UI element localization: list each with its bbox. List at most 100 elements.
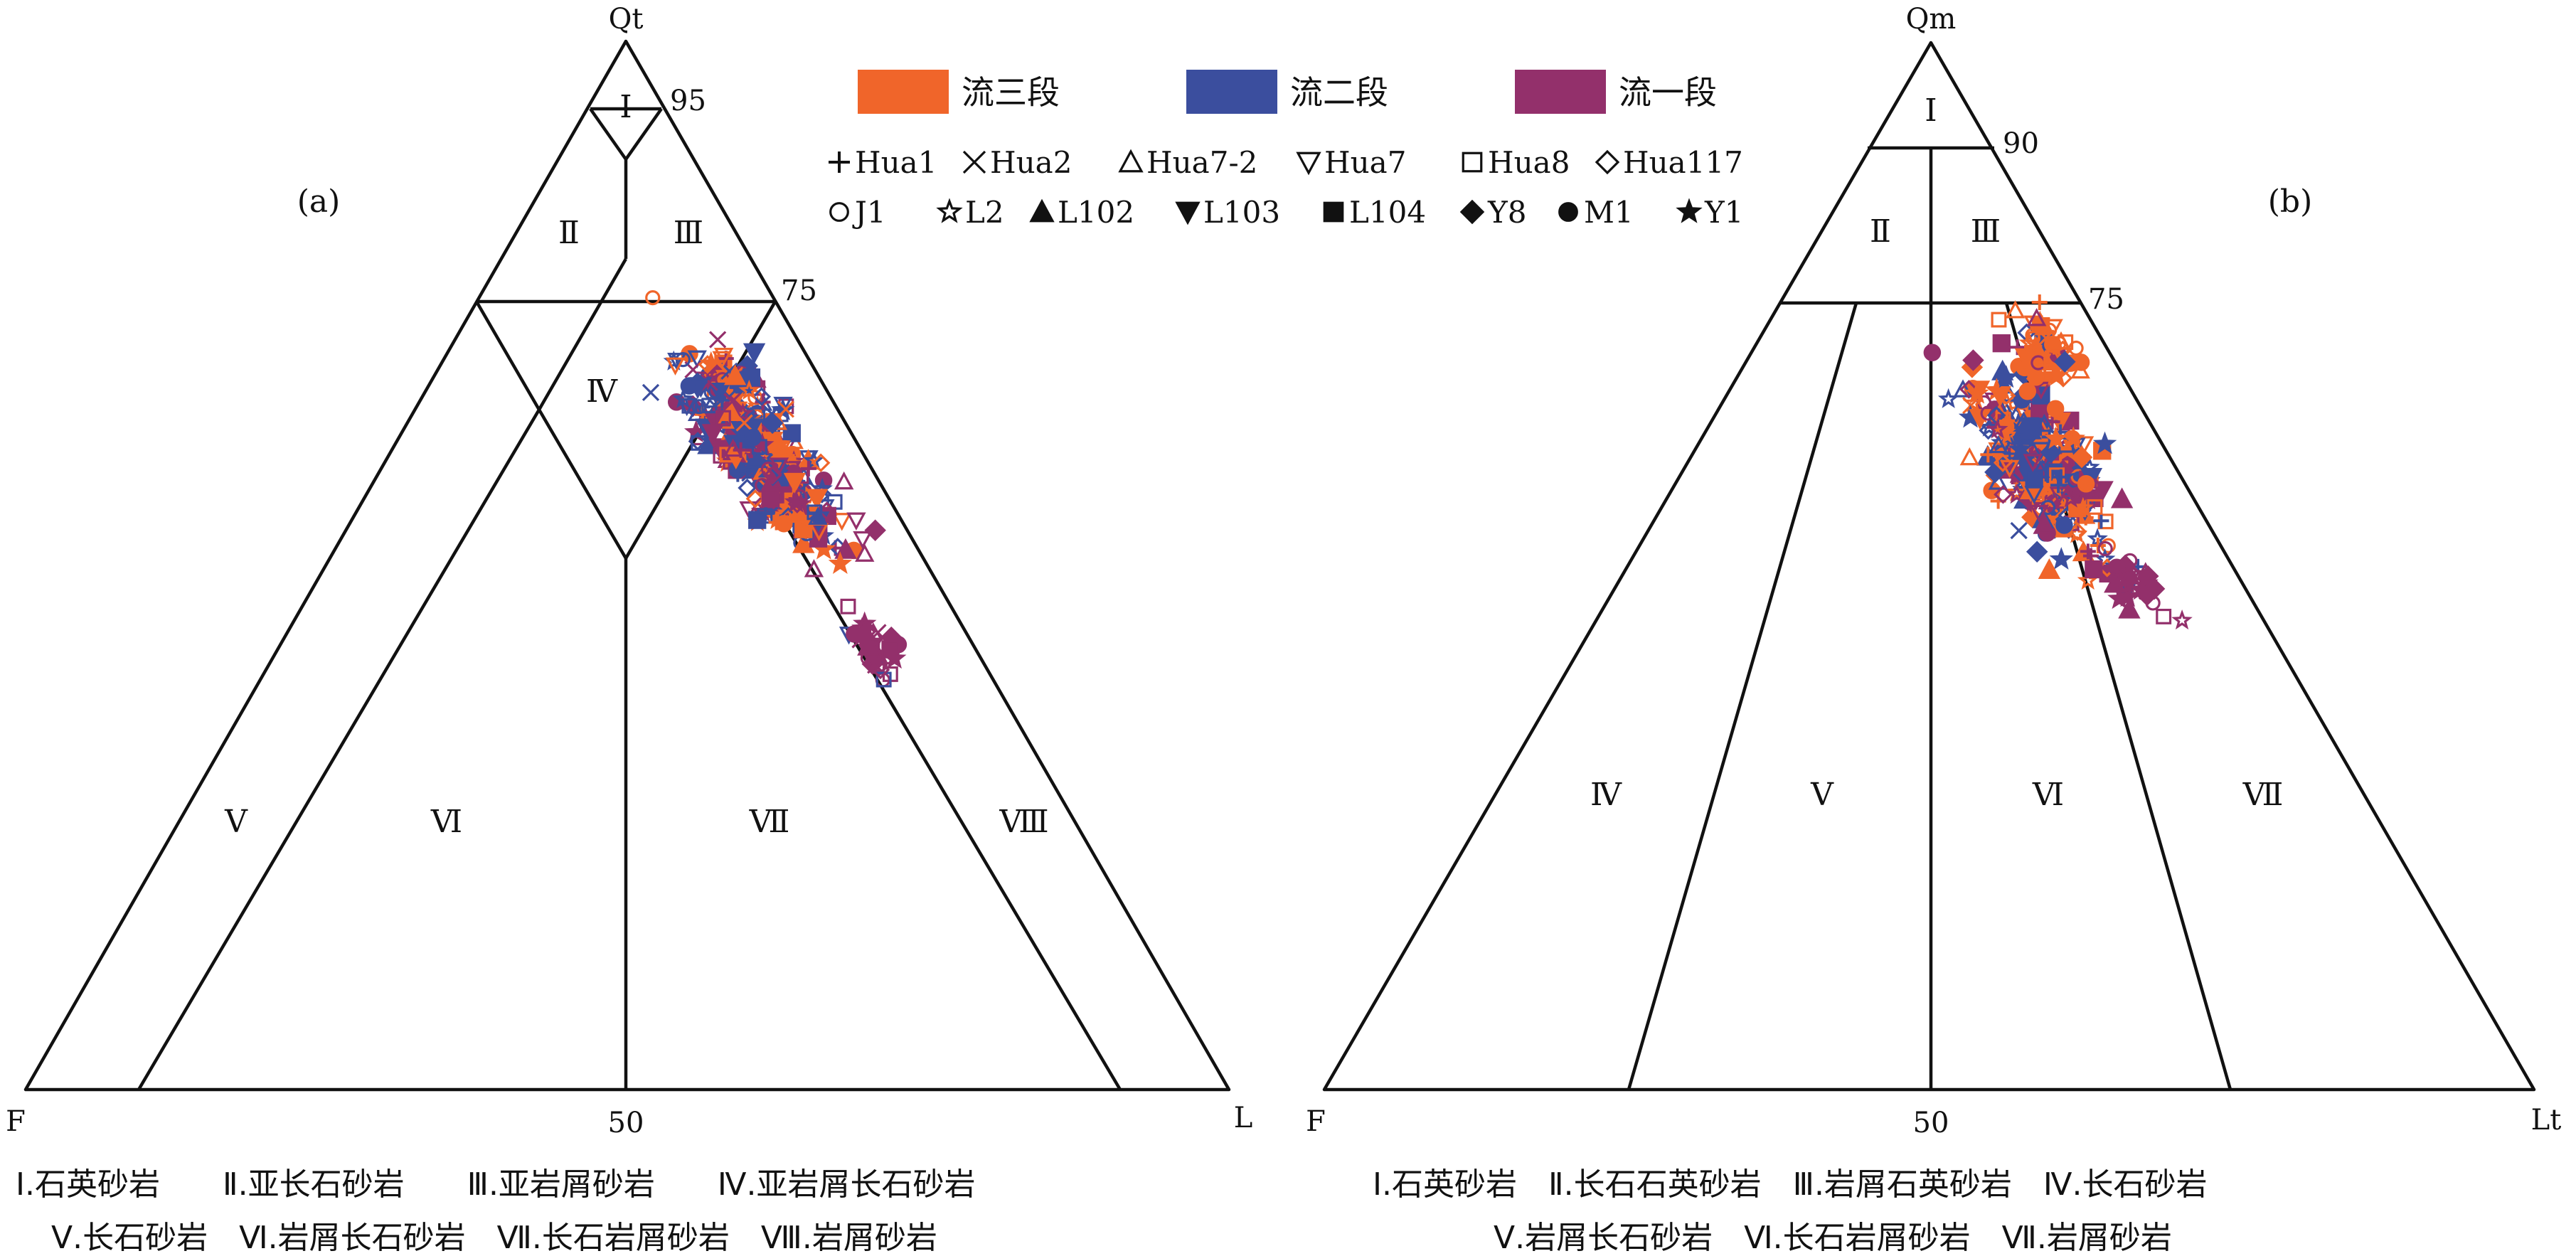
diagram-b-point [2107,558,2126,577]
diagram-a-point [738,379,760,400]
diagram-a-point [738,478,757,498]
diagram-b-point [2046,400,2065,417]
diagram-a-point [740,418,764,440]
diagram-a-point [792,532,815,553]
diagram-b-point [1994,365,2018,388]
legend-marker-l102 [1029,198,1055,223]
diagram-a-point [761,412,784,435]
diagram-b-point [2002,399,2023,417]
legend-label-l2: L2 [965,195,1004,230]
diagram-b-point [2034,413,2055,432]
diagram-a-point [715,410,731,426]
diagram-b-point [2097,541,2113,557]
diagram-b-point [2038,558,2061,580]
caption-a-line1: Ⅰ.石英砂岩 Ⅱ.亚长石砂岩 Ⅲ.亚岩屑砂岩 Ⅳ.亚岩屑长石砂岩 [16,1166,976,1203]
diagram-b-point [1959,380,1979,399]
diagram-b-point [2029,504,2049,523]
ternary-diagram-a [23,39,1231,1092]
diagram-a-point [744,428,762,447]
diagram-a-point [762,466,782,485]
diagram-b-point [1923,344,1942,362]
diagram-b-point [2093,513,2109,529]
diagram-a-point [698,355,718,374]
diagram-a-point [832,513,852,531]
boundary-95-split [589,107,663,259]
diagram-b-point [1965,380,1989,404]
diagram-a-point [807,504,823,521]
diagram-a-point [723,393,741,410]
apex-right-label-b: Lt [2531,1104,2562,1137]
diagram-a-point [723,438,743,457]
diagram-a-point [701,373,718,391]
boundary-iv-left [475,300,541,411]
legend-label-j1: J1 [852,195,886,230]
diagram-a-point [645,289,661,306]
diagram-a-point [783,472,807,494]
diagram-a-point [642,383,660,402]
diagram-b-point [1994,484,2013,504]
legend-label-y8: Y8 [1487,195,1526,230]
diagram-b-point [2085,560,2103,579]
legend-marker-hua2 [962,150,986,174]
legend-group-label-2: 流二段 [1290,73,1388,112]
diagram-a-point [687,350,707,368]
diagram-b-point [2061,426,2086,449]
diagram-b-point [2019,418,2042,440]
diagram-a-point [853,531,873,550]
field-label-a-7: Ⅶ [749,804,790,839]
diagram-b-point [2107,586,2131,610]
diagram-b-point [2040,499,2056,516]
legend-marker-hua7 [1296,151,1321,176]
diagram-a-point [723,364,747,385]
tick-95: 95 [670,85,706,117]
diagram-a-point [811,453,831,473]
legend-group-label-1: 流三段 [962,73,1060,112]
diagram-b-point [2080,543,2096,560]
diagram-a-point [784,489,809,513]
diagram-b-point [2054,351,2076,373]
legend-swatch-3 [1515,70,1606,114]
diagram-b-point [2050,477,2067,494]
diagram-b-point [1986,418,2008,439]
diagram-a-point [745,447,767,469]
diagram-b-point [2092,431,2117,454]
diagram-b-point [1979,416,2000,437]
apex-top-label-a: Qt [609,3,644,36]
diagram-b-point [1959,447,1979,466]
field-label-b-1: Ⅰ [1925,93,1937,128]
legend-label-hua2: Hua2 [990,145,1072,180]
tick-75-b: 75 [2088,283,2124,316]
field-label-a-6: Ⅵ [430,804,462,839]
diagram-a-point [712,351,732,370]
diagram-b-point [2127,581,2144,597]
diagram-b-point [2118,597,2141,619]
field-label-b-6: Ⅵ [2032,777,2064,812]
diagram-b-point [2006,481,2028,501]
diagram-b-point [2037,357,2053,373]
diagram-b-point [2116,569,2134,587]
diagram-b-point [2072,496,2094,518]
diagram-b-point [2006,484,2028,504]
legend-marker-hua8 [1462,151,1483,173]
diagram-b-point [2072,353,2090,371]
diagram-a-point [709,331,727,348]
diagram-a-point [665,357,686,376]
diagram-a-point [840,598,856,614]
diagram-b-point [1980,405,1996,421]
diagram-a-point [782,424,801,442]
diagram-a-point [828,551,853,575]
field-label-a-8: Ⅷ [999,804,1048,839]
diagram-a-point [855,543,875,562]
field-label-a-5: Ⅴ [224,804,248,839]
field-label-a-2: Ⅱ [558,215,580,250]
apex-right-label-a: L [1234,1102,1253,1134]
legend-marker-l103 [1175,201,1201,225]
legend-label-y1: Y1 [1704,195,1743,230]
panel-label-a: (a) [297,183,341,220]
legend-label-hua7: Hua7 [1324,145,1406,180]
legend-marker-y1 [1676,198,1703,223]
field-label-a-3: Ⅲ [674,215,703,250]
panel-label-b: (b) [2268,183,2313,220]
legend-marker-hua7-2 [1118,149,1144,173]
legend-label-m1: M1 [1584,195,1634,230]
